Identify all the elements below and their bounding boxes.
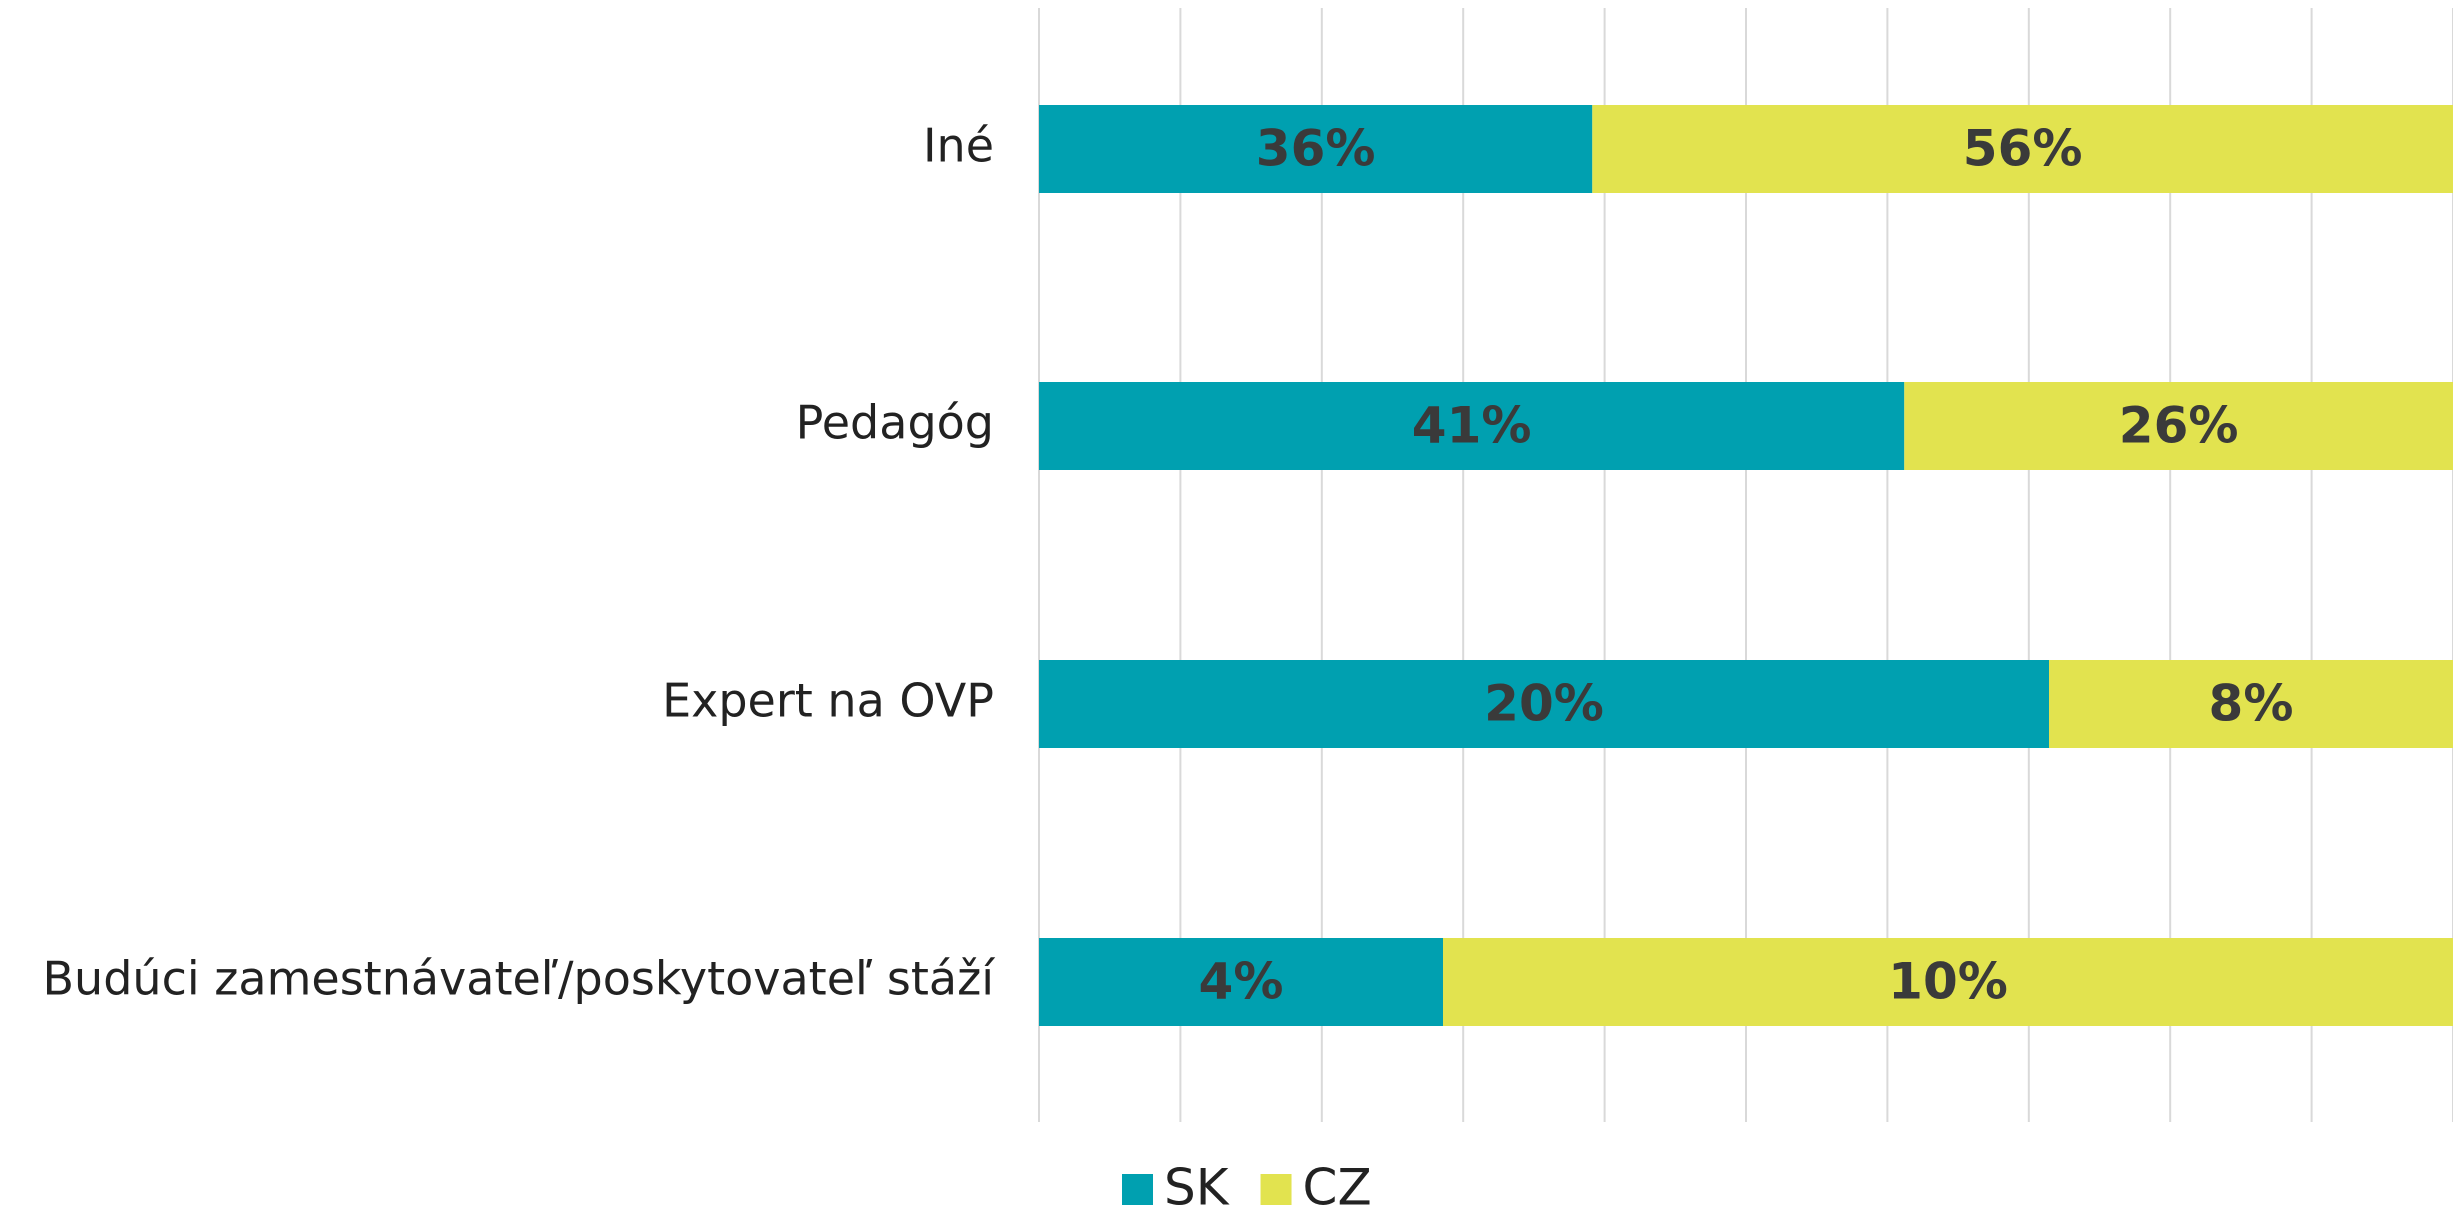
bar-segment	[1904, 382, 2453, 470]
category-label: Iné	[923, 119, 994, 173]
legend-swatch	[1122, 1174, 1153, 1205]
bar-segment	[1039, 105, 1593, 193]
data-label: 41%	[1412, 397, 1532, 455]
data-label: 26%	[2119, 397, 2239, 455]
bar-segment	[1039, 938, 1443, 1026]
legend-label: CZ	[1303, 1159, 1372, 1214]
data-label: 10%	[1888, 953, 2008, 1011]
data-label: 20%	[1484, 675, 1604, 733]
category-label: Budúci zamestnávateľ/poskytovateľ stáží	[43, 952, 996, 1006]
data-label: 36%	[1256, 120, 1376, 178]
category-label: Pedagóg	[796, 396, 994, 450]
data-label: 56%	[1963, 120, 2083, 178]
bar-segment	[1592, 105, 2453, 193]
legend-swatch	[1260, 1174, 1292, 1205]
bar-segment	[1039, 382, 1905, 470]
bar-segment	[1443, 938, 2453, 1026]
category-label: Expert na OVP	[662, 674, 994, 728]
legend-label: SK	[1164, 1159, 1230, 1214]
data-label: 4%	[1199, 953, 1284, 1011]
data-label: 8%	[2209, 675, 2294, 733]
bar-segment	[1039, 660, 2049, 748]
bar-segment	[2049, 660, 2453, 748]
